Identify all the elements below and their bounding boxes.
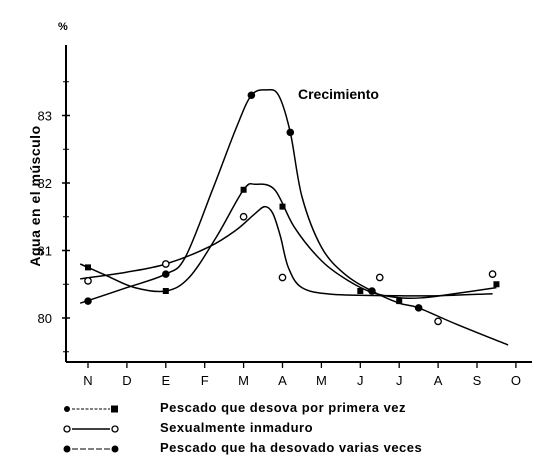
- growth-annotation: Crecimiento: [298, 86, 379, 102]
- legend-label: Pescado que desova por primera vez: [160, 400, 407, 415]
- data-point: [357, 288, 364, 294]
- series-line: [79, 182, 497, 300]
- x-tick-label: M: [316, 373, 327, 388]
- data-point: [368, 287, 376, 295]
- legend-symbol-filled-circle: [63, 445, 119, 453]
- x-tick-label: A: [434, 373, 443, 388]
- y-axis-title: Agua en el músculo: [27, 125, 43, 266]
- y-tick-label: 82: [38, 176, 52, 191]
- data-point: [162, 270, 170, 278]
- x-tick-label: E: [161, 373, 170, 388]
- x-tick-label: J: [357, 373, 364, 388]
- x-tick-label: F: [201, 373, 209, 388]
- data-point: [414, 304, 423, 312]
- legend-symbol-open-circle: [63, 425, 119, 433]
- data-point: [84, 277, 92, 285]
- data-point: [375, 273, 384, 282]
- legend-label: Sexualmente inmaduro: [160, 420, 314, 435]
- x-tick-label: D: [122, 373, 131, 388]
- x-tick-label: A: [278, 373, 287, 388]
- data-point: [85, 264, 91, 271]
- legend-label: Pescado que ha desovado varias veces: [160, 440, 423, 455]
- y-tick-label: 83: [38, 109, 52, 124]
- x-tick-label: J: [396, 373, 403, 388]
- data-point: [493, 281, 500, 288]
- data-point: [279, 203, 286, 210]
- data-point: [84, 297, 92, 305]
- y-tick-label: 80: [38, 311, 52, 326]
- data-point: [434, 317, 442, 326]
- series-line: [79, 88, 509, 346]
- legend-symbol-filled-square: [64, 405, 118, 413]
- series-2: [80, 205, 497, 326]
- data-point: [396, 298, 403, 305]
- data-point: [488, 270, 497, 278]
- legend-item: Sexualmente inmaduro: [62, 420, 522, 440]
- x-tick-label: N: [83, 373, 92, 388]
- data-point: [278, 273, 287, 282]
- x-tick-label: M: [238, 373, 249, 388]
- data-point: [161, 260, 170, 268]
- legend-item: Pescado que ha desovado varias veces: [62, 440, 522, 460]
- y-tick-label: 81: [38, 244, 52, 259]
- data-point: [240, 186, 247, 193]
- x-tick-label: O: [511, 373, 521, 388]
- series-1: [79, 182, 500, 305]
- data-point: [286, 128, 295, 137]
- legend-item: Pescado que desova por primera vez: [62, 400, 522, 420]
- legend: Pescado que desova por primera vez Sexua…: [62, 400, 522, 460]
- data-point: [162, 288, 169, 294]
- x-tick-label: S: [473, 373, 482, 388]
- data-point: [239, 212, 248, 221]
- y-unit-label: %: [58, 21, 68, 33]
- data-point: [247, 91, 256, 100]
- series-3: [79, 88, 509, 346]
